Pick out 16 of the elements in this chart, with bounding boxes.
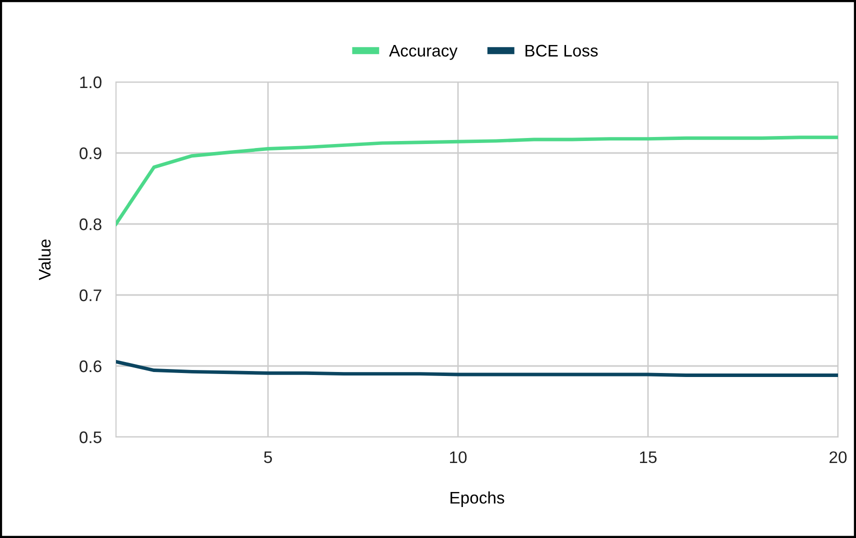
y-tick-label: 0.8	[80, 218, 102, 230]
line-series	[116, 136, 838, 226]
y-tick-label: 0.5	[80, 431, 102, 444]
x-tick-label: 15	[640, 452, 657, 464]
y-axis-title: Value	[38, 240, 51, 280]
x-tick-label: 5	[264, 452, 272, 464]
y-tick-label: 0.6	[80, 360, 102, 372]
y-tick-label: 0.9	[80, 147, 102, 160]
y-tick-label: 1.0	[80, 76, 102, 88]
legend-label: Accuracy	[389, 44, 458, 60]
x-axis-title: Epochs	[450, 491, 504, 507]
y-tick-label: 0.7	[80, 289, 102, 302]
x-tick-label: 10	[450, 451, 467, 464]
line-series	[116, 360, 838, 377]
x-tick-label: 20	[830, 451, 847, 464]
legend-label: BCE Loss	[526, 44, 598, 57]
